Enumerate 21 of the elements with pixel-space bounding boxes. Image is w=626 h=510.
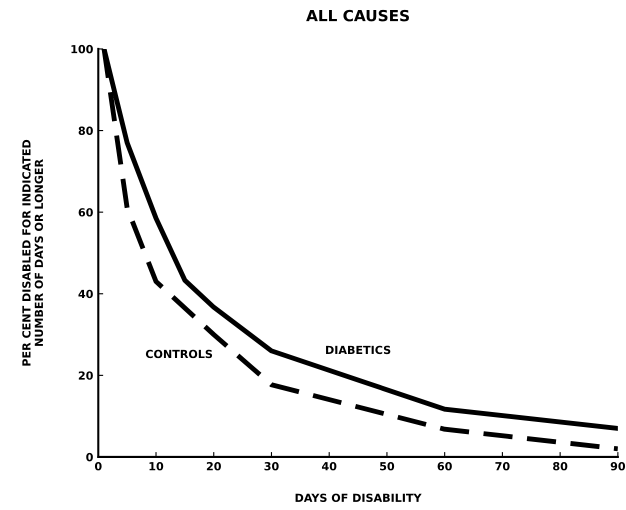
- x-tick-label: 70: [495, 462, 510, 470]
- x-tick-label: 30: [264, 462, 279, 470]
- series-label: CONTROLS: [146, 350, 212, 358]
- x-tick-label: 10: [150, 462, 164, 470]
- x-tick-label: 80: [553, 462, 568, 470]
- x-tick-label: 60: [438, 462, 452, 470]
- series-label: DIABETICS: [326, 346, 390, 354]
- y-tick-label: 0: [86, 452, 93, 462]
- y-tick-label: 100: [71, 44, 93, 54]
- chart-title: ALL CAUSES: [306, 10, 409, 22]
- y-tick-label: 60: [78, 208, 93, 217]
- x-tick-label: 20: [206, 462, 221, 470]
- y-tick-label: 40: [78, 290, 93, 298]
- x-tick-label: 40: [322, 462, 336, 470]
- x-tick-label: 90: [610, 462, 626, 470]
- x-axis-title: DAYS OF DISABILITY: [296, 494, 422, 502]
- y-axis-title: PER CENT DISABLED FOR INDICATED NUMBER OF DAYS OR LONGER: [22, 140, 44, 366]
- y-tick-label: 20: [78, 371, 93, 380]
- x-tick-label: 0: [94, 462, 102, 470]
- x-tick-label: 50: [380, 462, 394, 470]
- y-tick-label: 80: [78, 126, 93, 135]
